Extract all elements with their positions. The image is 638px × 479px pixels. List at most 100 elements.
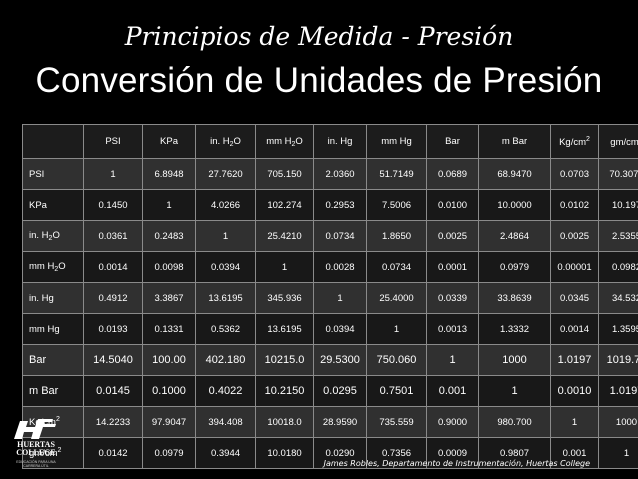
table-cell: 0.7501 — [366, 375, 427, 407]
table-cell: 28.9590 — [313, 406, 367, 438]
unit-subscript: 2 — [54, 266, 59, 273]
table-cell: 0.001 — [426, 375, 479, 407]
unit-suffix: O — [52, 230, 60, 241]
table-cell: 750.060 — [366, 344, 427, 376]
unit-text: m Bar — [501, 136, 528, 147]
table-cell: 0.3944 — [195, 437, 256, 469]
row-header: mm H2O — [22, 251, 84, 283]
table-cell: 102.274 — [255, 189, 314, 221]
table-cell: 2.5355 — [598, 220, 638, 252]
unit-text: gm/cm — [29, 448, 58, 459]
table-cell: 1 — [598, 437, 638, 469]
table-cell: 3.3867 — [142, 282, 196, 314]
table-cell: 0.0394 — [195, 251, 256, 283]
table-cell: 0.0013 — [426, 313, 479, 345]
slide-subtitle: Principios de Medida - Presión — [124, 22, 514, 51]
h-emblem-icon — [14, 419, 56, 439]
unit-suffix: O — [58, 261, 66, 272]
row-header: in. Hg — [22, 282, 84, 314]
table-cell: 0.0734 — [313, 220, 367, 252]
table-cell: 0.0394 — [313, 313, 367, 345]
unit-text: PSI — [29, 168, 45, 180]
table-cell: 0.0001 — [426, 251, 479, 283]
table-cell: 51.7149 — [366, 158, 427, 190]
unit-text: KPa — [160, 136, 178, 147]
table-cell: 0.2483 — [142, 220, 196, 252]
table-cell: 68.9470 — [478, 158, 551, 190]
table-cell: 1 — [478, 375, 551, 407]
footer-credit: James Robles, Departamento de Instrument… — [323, 459, 590, 468]
table-cell: 0.4022 — [195, 375, 256, 407]
table-cell: 4.0266 — [195, 189, 256, 221]
unit-text: in. Hg — [29, 292, 54, 304]
table-cell: 0.0009 — [426, 437, 479, 469]
table-cell: 0.0979 — [478, 251, 551, 283]
table-cell: 705.150 — [255, 158, 314, 190]
table-cell: 394.408 — [195, 406, 256, 438]
table-cell: 13.6195 — [255, 313, 314, 345]
row-header: gm/cm2 — [22, 437, 84, 469]
column-header: gm/cm2 — [598, 124, 638, 159]
row-header: PSI — [22, 158, 84, 190]
table-cell: 0.0979 — [142, 437, 196, 469]
column-header: KPa — [142, 124, 196, 159]
unit-text: mm Hg — [381, 136, 412, 147]
table-cell: 0.4912 — [83, 282, 143, 314]
unit-text: Kg/cm — [559, 136, 587, 148]
table-cell: 34.532 — [598, 282, 638, 314]
table-cell: 6.8948 — [142, 158, 196, 190]
table-cell: 10018.0 — [255, 406, 314, 438]
table-cell: 1.0197 — [550, 344, 599, 376]
table-cell: 29.5300 — [313, 344, 367, 376]
table-cell: 1 — [313, 282, 367, 314]
unit-superscript: 2 — [586, 135, 590, 143]
table-cell: 0.0102 — [550, 189, 599, 221]
slide-title: Conversión de Unidades de Presión — [35, 61, 603, 100]
table-row: Bar 14.5040 100.00 402.180 10215.0 29.5300 750… — [22, 344, 638, 376]
table-body: PSI 1 6.8948 27.7620 705.150 2.0360 51.7149 0.0… — [22, 158, 638, 469]
table-cell: 0.0100 — [426, 189, 479, 221]
column-header: in. Hg — [313, 124, 367, 159]
column-header: Bar — [426, 124, 479, 159]
table-cell: 1 — [255, 251, 314, 283]
column-header: in. H2O — [195, 124, 256, 159]
unit-superscript: 2 — [55, 416, 60, 423]
table-cell: 0.0734 — [366, 251, 427, 283]
table-row: in. Hg 0.4912 3.3867 13.6195 345.936 1 25.4000… — [22, 282, 638, 314]
table-cell: 0.7356 — [366, 437, 427, 469]
table-cell: 735.559 — [366, 406, 427, 438]
table-cell: 97.9047 — [142, 406, 196, 438]
table-row: PSI 1 6.8948 27.7620 705.150 2.0360 51.7149 0.0… — [22, 158, 638, 190]
table-cell: 0.0014 — [83, 251, 143, 283]
unit-subscript: 2 — [48, 235, 53, 242]
table-cell: 1 — [550, 406, 599, 438]
table-cell: 0.1331 — [142, 313, 196, 345]
table-cell: 0.0290 — [313, 437, 367, 469]
table-cell: 0.0145 — [83, 375, 143, 407]
unit-text: Bar — [29, 354, 47, 366]
table-cell: 25.4000 — [366, 282, 427, 314]
table-cell: 10.0000 — [478, 189, 551, 221]
table-cell: 0.0361 — [83, 220, 143, 252]
unit-text: PSI — [105, 136, 121, 147]
unit-text: in. H — [210, 135, 230, 147]
unit-suffix: O — [295, 135, 303, 147]
table-row: in. H2O 0.0361 0.2483 1 25.4210 0.0734 1.8650 0… — [22, 220, 638, 252]
column-header: mm Hg — [366, 124, 427, 159]
table-cell: 1.8650 — [366, 220, 427, 252]
logo-name: HUERTAS COLLEGE — [16, 440, 56, 457]
table-row: mm Hg 0.0193 0.1331 0.5362 13.6195 0.0394 1 0.0… — [22, 313, 638, 345]
table-cell: 0.0025 — [550, 220, 599, 252]
table-row: m Bar 0.0145 0.1000 0.4022 10.2150 0.0295 0.75… — [22, 375, 638, 407]
table-cell: 0.1000 — [142, 375, 196, 407]
row-header: mm Hg — [22, 313, 84, 345]
table-cell: 1 — [426, 344, 479, 376]
table-cell: 0.5362 — [195, 313, 256, 345]
table-row: gm/cm2 0.0142 0.0979 0.3944 10.0180 0.0290 0.7… — [22, 437, 638, 469]
table-cell: 1000 — [478, 344, 551, 376]
table-corner-cell — [22, 124, 84, 159]
unit-superscript: 2 — [57, 447, 62, 454]
table-cell: 33.8639 — [478, 282, 551, 314]
table-cell: 0.9000 — [426, 406, 479, 438]
table-cell: 0.0010 — [550, 375, 599, 407]
